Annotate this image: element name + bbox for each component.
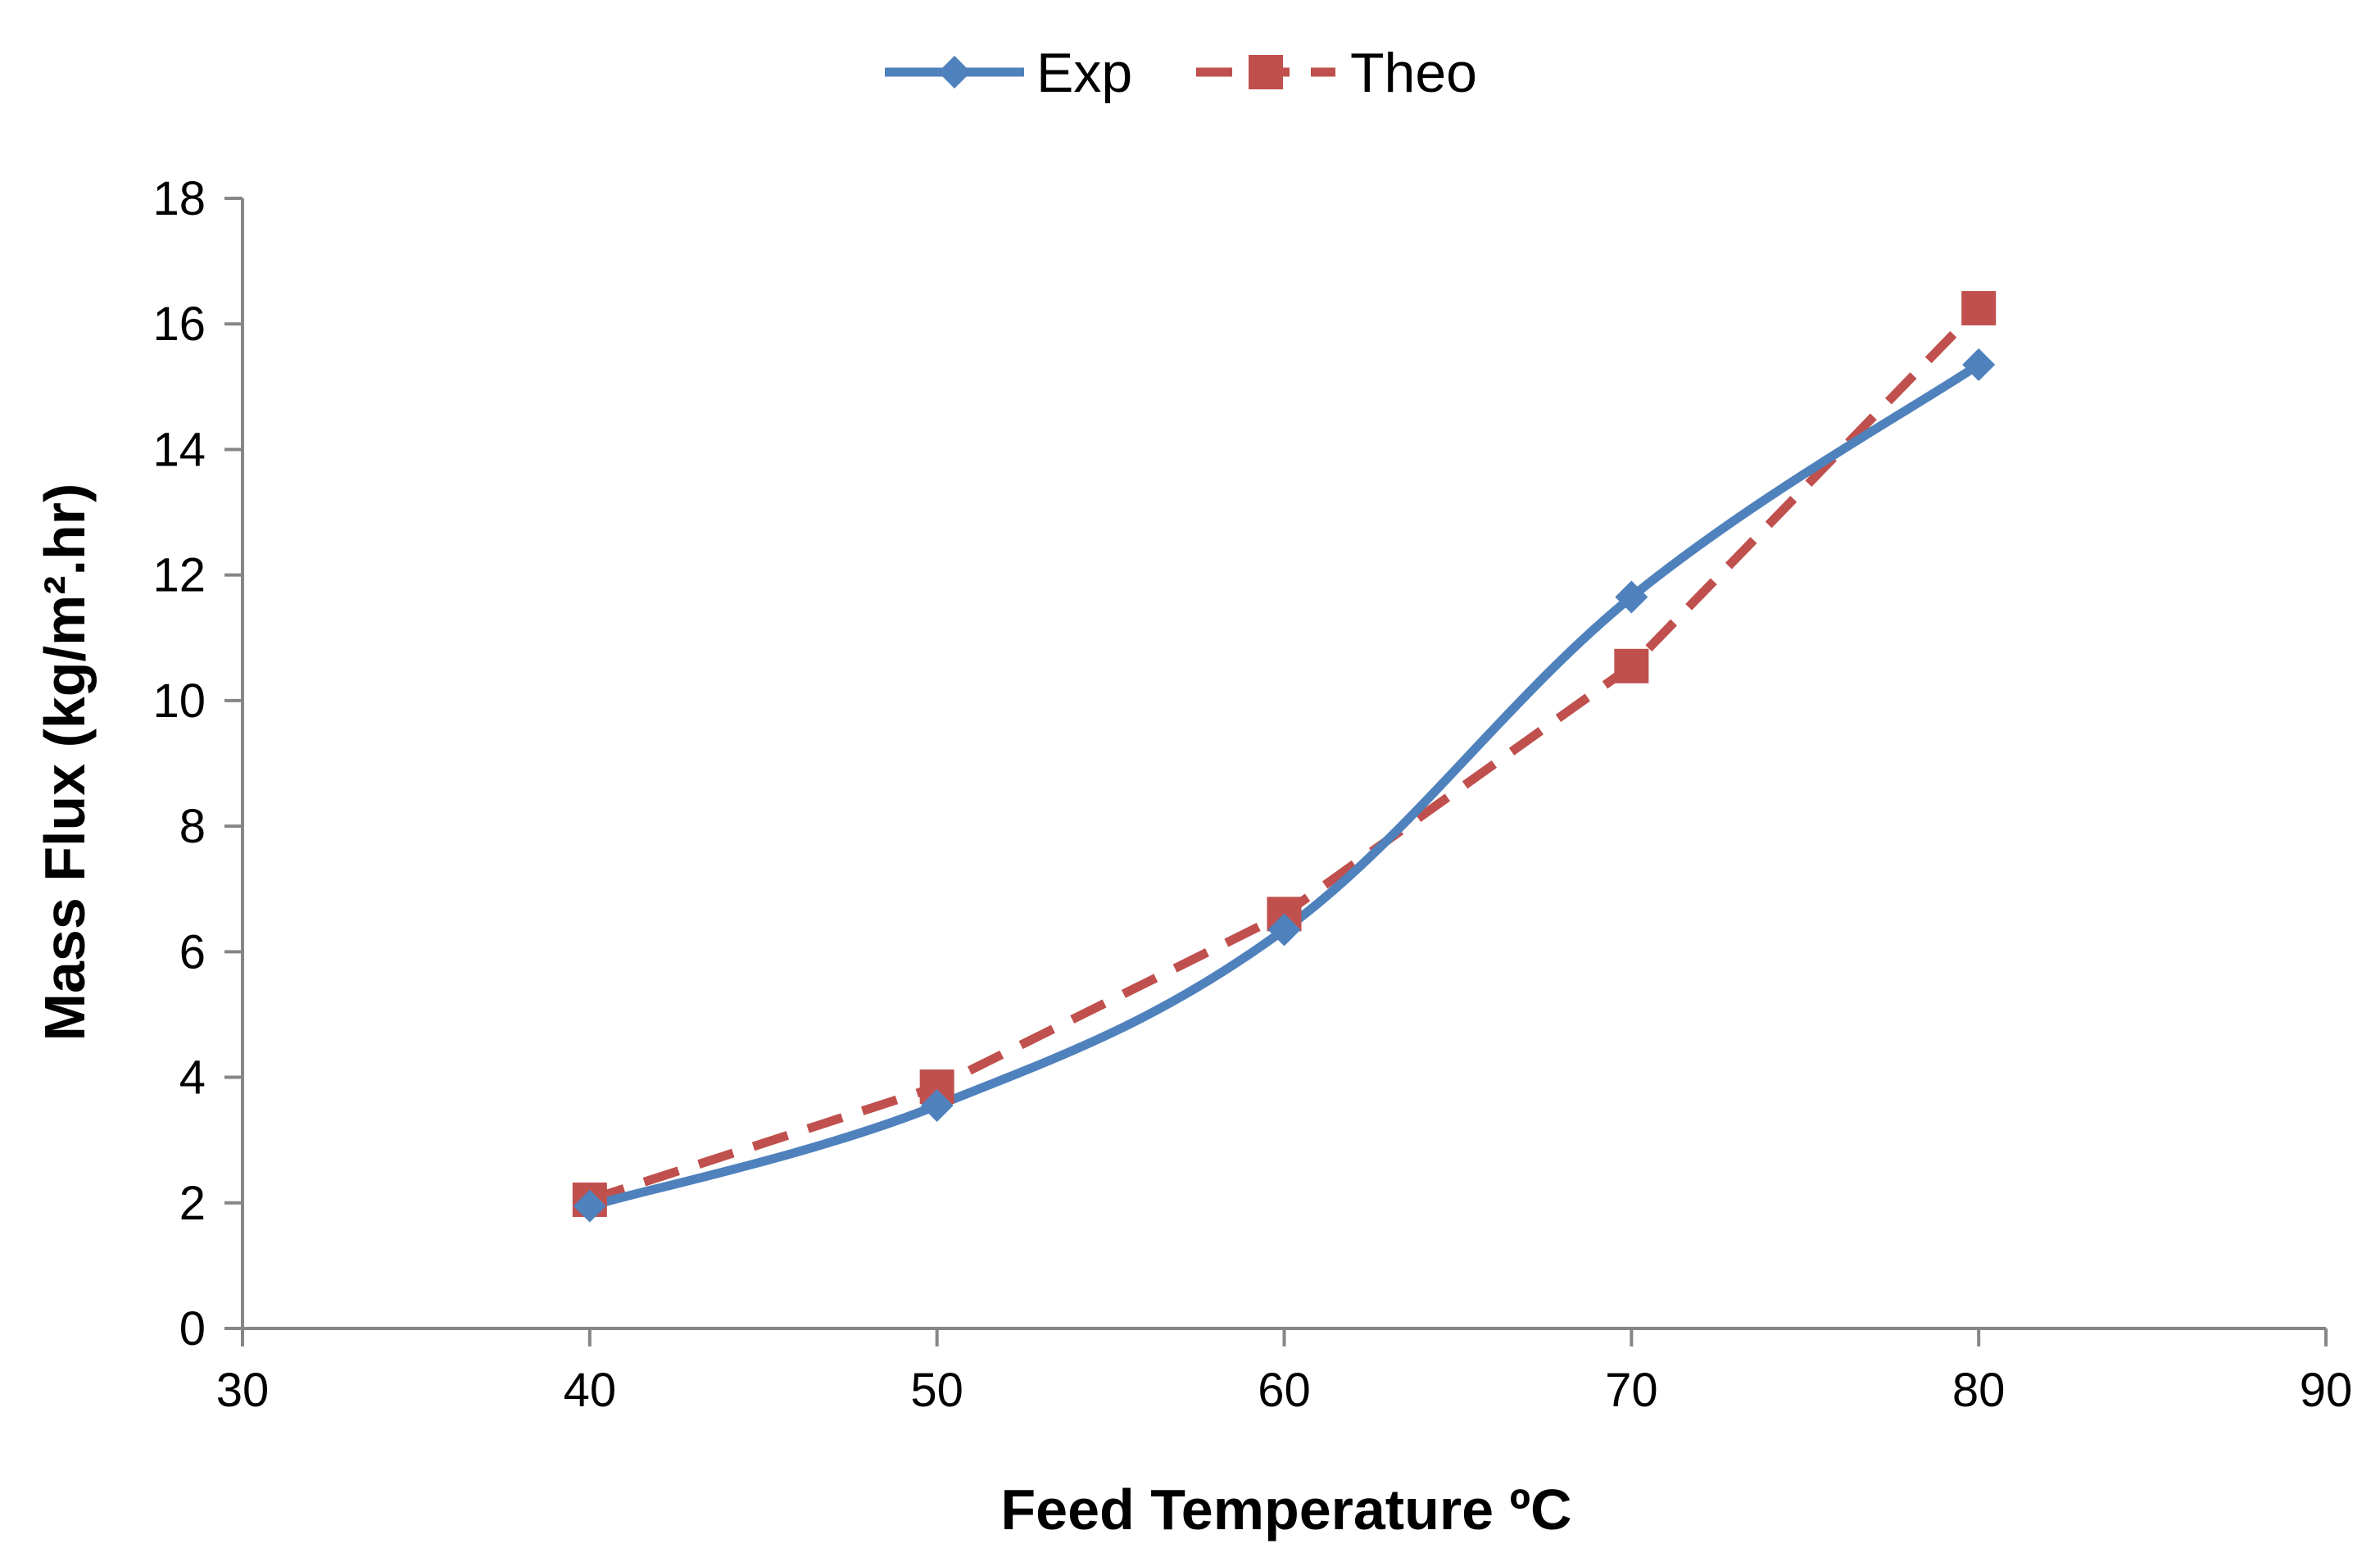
legend-label-theo: Theo [1350, 42, 1477, 104]
y-tick-label: 10 [152, 674, 206, 728]
legend-marker-exp [938, 56, 971, 89]
x-tick-label: 60 [1258, 1364, 1311, 1417]
legend: Exp Theo [885, 42, 1477, 104]
legend-marker-theo [1249, 55, 1283, 89]
x-tick-label: 50 [910, 1364, 963, 1417]
x-tick-label: 40 [564, 1364, 617, 1417]
data-point-exp [573, 1189, 606, 1223]
data-point-theo [1961, 291, 1997, 326]
x-tick-label: 80 [1952, 1364, 2006, 1417]
data-point-theo [1614, 648, 1649, 683]
x-axis-title: Feed Temperature ºC [1000, 1478, 1571, 1542]
y-axis-title: Mass Flux (kg/m².hr) [33, 484, 97, 1042]
series-line-exp [588, 361, 1982, 1210]
x-tick-label: 30 [216, 1364, 270, 1417]
data-point-exp [1962, 348, 1996, 382]
y-tick-label: 4 [179, 1051, 206, 1105]
legend-label-exp: Exp [1036, 42, 1132, 104]
plot-area [572, 291, 1997, 1223]
series-line-theo [588, 305, 1983, 1205]
y-tick-label: 18 [152, 172, 206, 225]
x-tick-label: 90 [2300, 1364, 2353, 1417]
y-tick-label: 12 [152, 549, 206, 602]
y-tick-label: 8 [179, 800, 206, 853]
data-point-exp [1615, 580, 1648, 614]
y-tick-label: 14 [152, 423, 206, 476]
y-tick-label: 6 [179, 925, 206, 979]
data-point-exp [1267, 913, 1301, 947]
y-tick-label: 0 [179, 1302, 206, 1355]
data-point-exp [920, 1089, 954, 1123]
axes: 0 2 4 6 8 10 12 14 16 18 30 40 50 60 70 80 90 [152, 172, 2352, 1417]
y-tick-label: 16 [152, 297, 206, 351]
x-tick-label: 70 [1605, 1364, 1658, 1417]
y-tick-label: 2 [179, 1177, 206, 1230]
